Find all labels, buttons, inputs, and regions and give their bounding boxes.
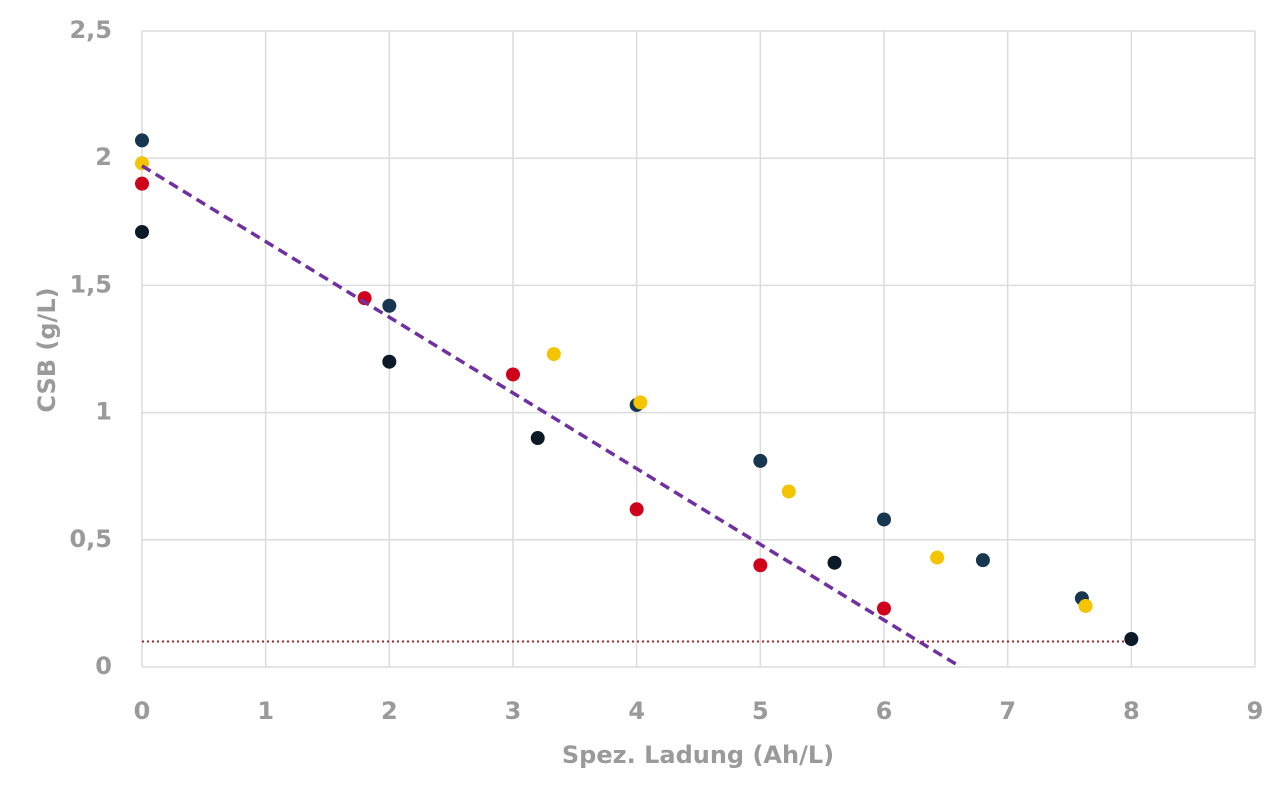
data-point — [382, 298, 397, 313]
x-axis-title: Spez. Ladung (Ah/L) — [562, 741, 834, 769]
data-point — [629, 502, 644, 517]
data-point — [530, 431, 545, 446]
data-point — [1124, 632, 1139, 647]
data-point — [546, 347, 561, 362]
data-point — [633, 395, 648, 410]
y-tick-label: 2,5 — [69, 16, 112, 44]
data-point — [827, 555, 842, 570]
data-point — [781, 484, 796, 499]
data-point — [930, 550, 945, 565]
data-point — [1078, 598, 1093, 613]
y-tick-label: 0 — [95, 652, 112, 680]
data-point — [135, 133, 149, 148]
x-tick-label: 8 — [1123, 697, 1140, 725]
data-point — [753, 453, 768, 468]
y-tick-label: 2 — [95, 143, 112, 171]
y-tick-label: 1 — [95, 398, 112, 426]
data-point — [135, 176, 149, 191]
x-tick-label: 3 — [505, 697, 522, 725]
data-point — [382, 354, 397, 369]
x-tick-label: 5 — [752, 697, 769, 725]
data-point — [877, 512, 891, 527]
y-axis-title: CSB (g/L) — [33, 287, 61, 412]
x-tick-label: 2 — [381, 697, 398, 725]
data-point — [753, 558, 768, 573]
data-point — [506, 367, 520, 382]
x-tick-label: 9 — [1247, 697, 1264, 725]
x-tick-label: 6 — [876, 697, 893, 725]
x-tick-label: 1 — [257, 697, 274, 725]
y-tick-label: 1,5 — [69, 270, 112, 298]
data-point — [975, 553, 990, 568]
x-tick-label: 0 — [134, 697, 151, 725]
data-point — [877, 601, 891, 616]
x-tick-label: 7 — [999, 697, 1016, 725]
trend-line — [141, 164, 962, 669]
x-tick-label: 4 — [628, 697, 645, 725]
data-point — [135, 224, 149, 239]
y-tick-label: 0,5 — [69, 525, 112, 553]
